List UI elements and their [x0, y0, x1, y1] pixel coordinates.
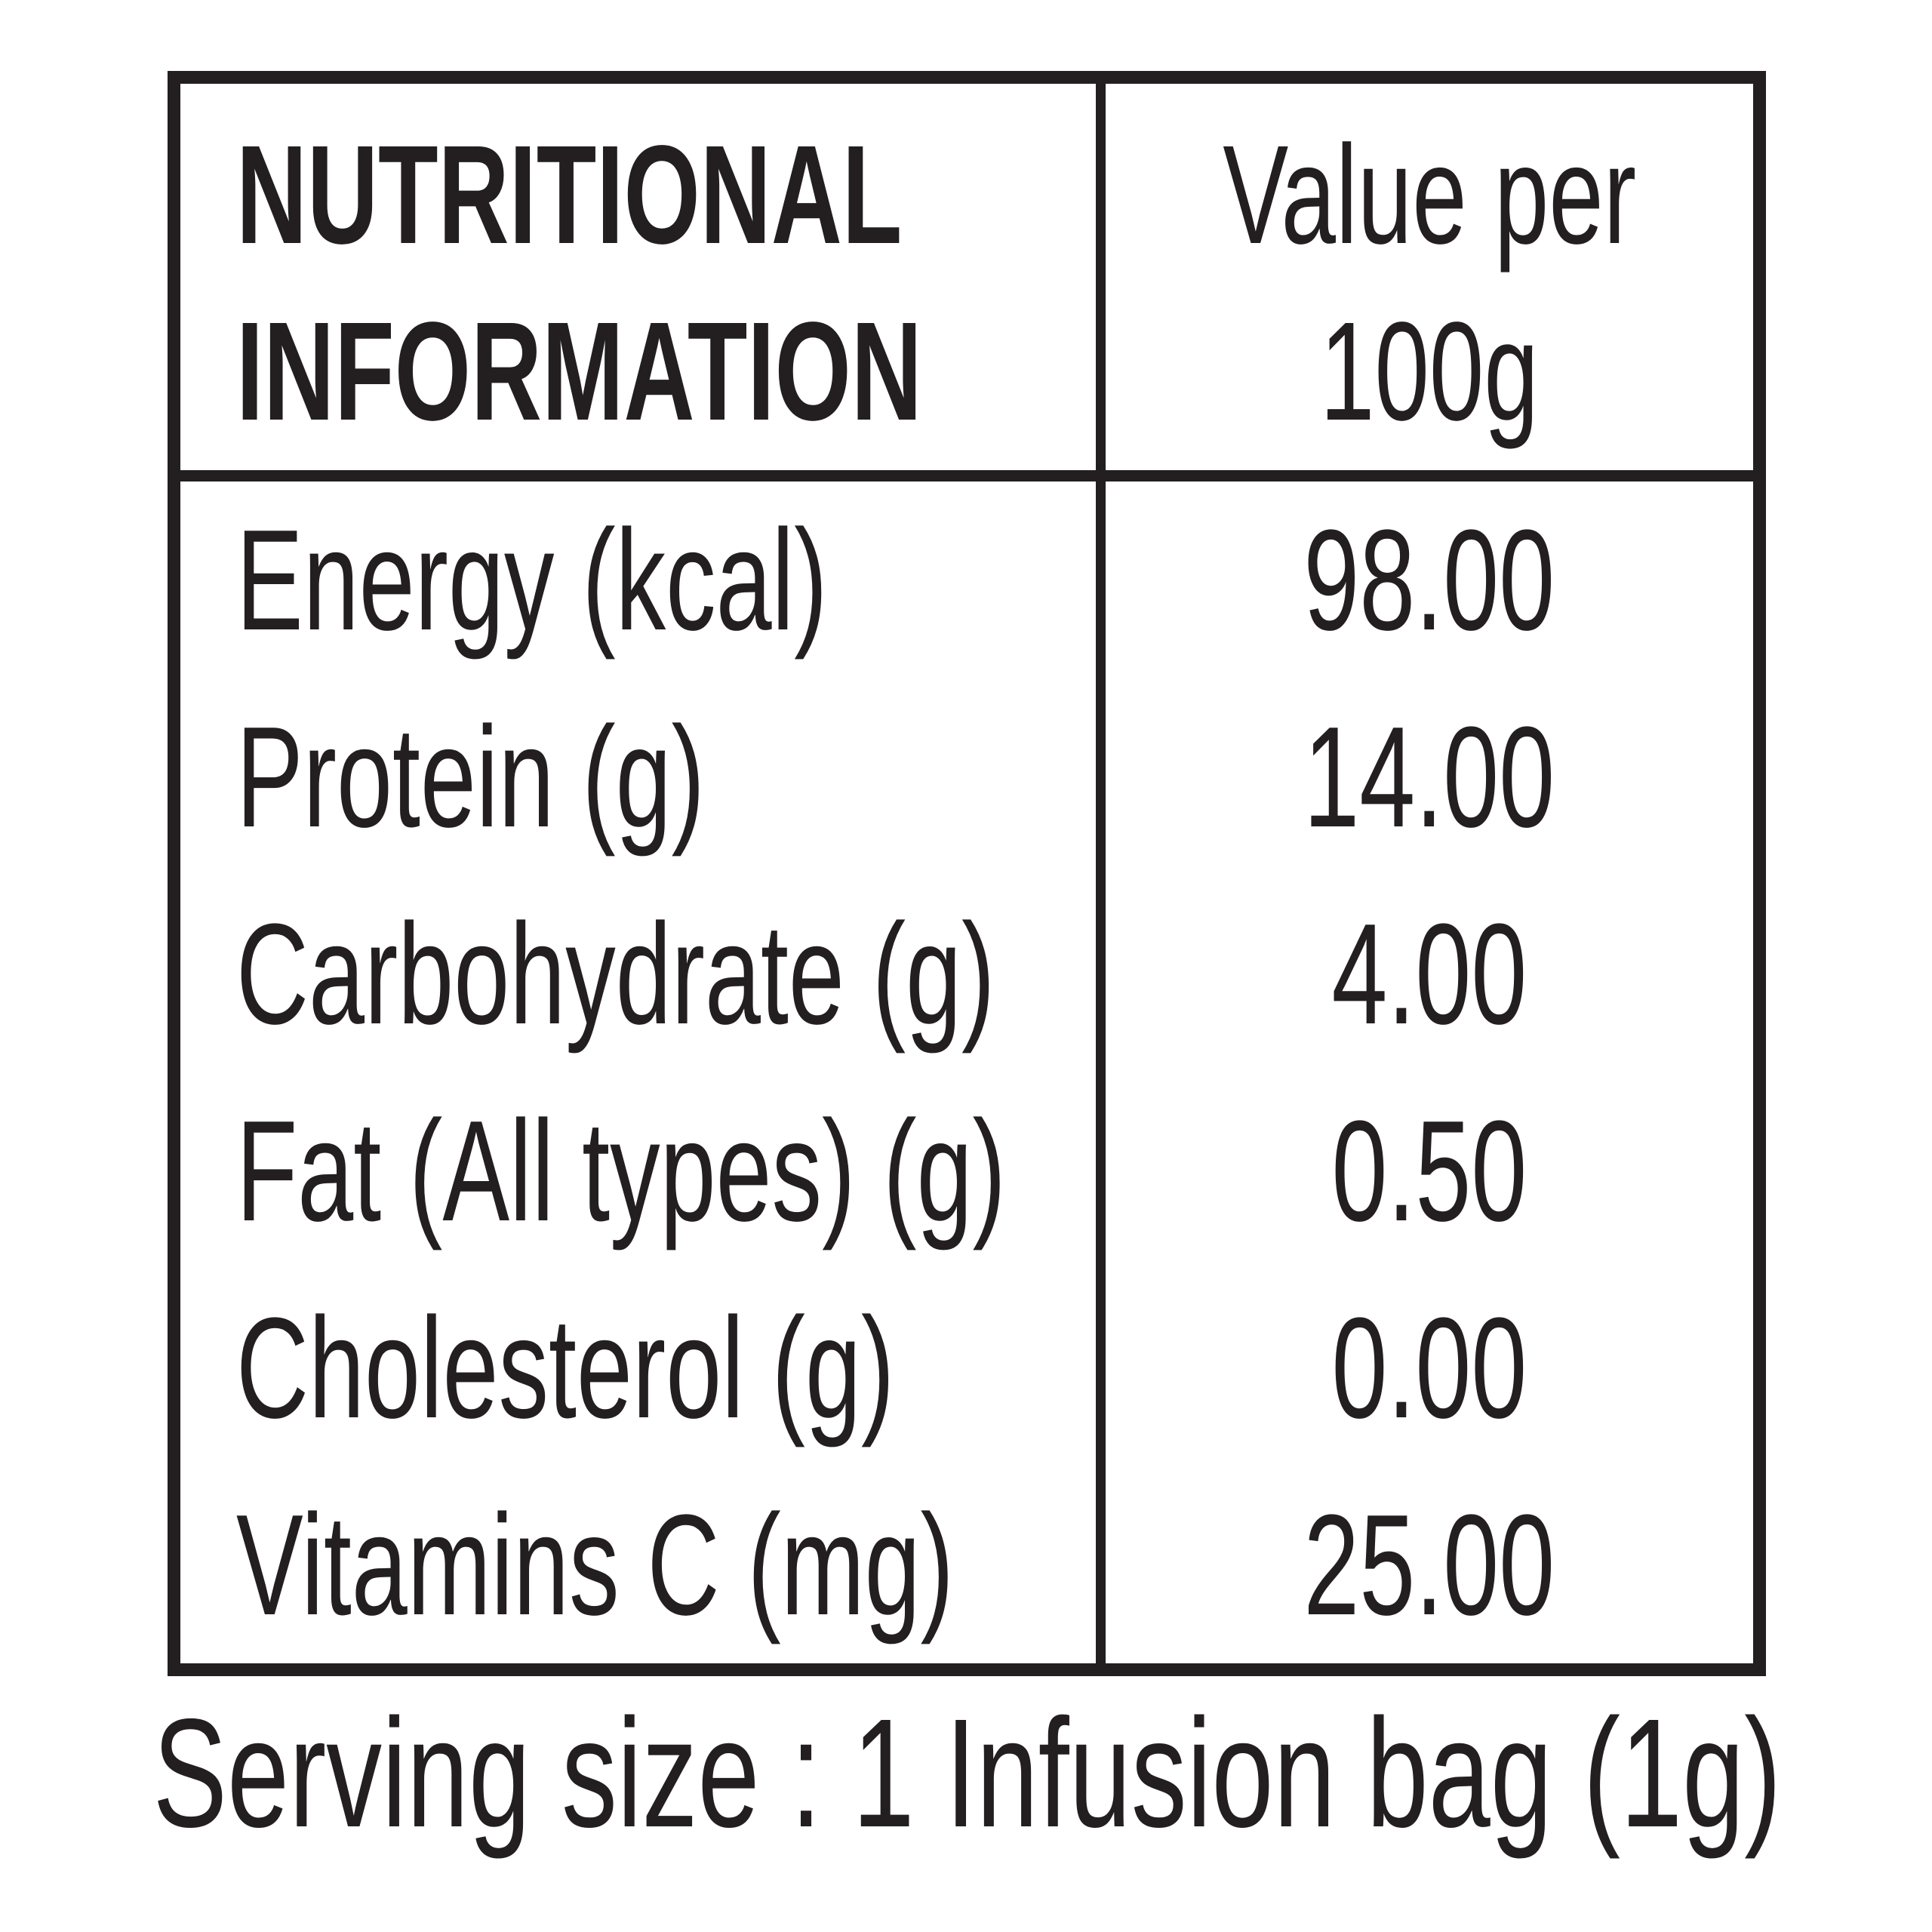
nutrient-value-fat: 0.50	[1331, 1091, 1527, 1251]
nutrient-value-carbohydrate: 4.00	[1331, 894, 1527, 1054]
nutrient-label-cholesterol: Cholesterol (g)	[236, 1287, 895, 1448]
header-divider-line	[180, 470, 1753, 481]
nutrient-value-protein: 14.00	[1303, 697, 1555, 857]
nutrient-label-vitamin-c: Vitamins C (mg)	[236, 1484, 954, 1645]
per-100g-label: 100g	[1320, 294, 1539, 450]
nutrient-value-energy: 98.00	[1303, 500, 1555, 660]
nutrient-value-cholesterol: 0.00	[1331, 1287, 1527, 1448]
nutrient-label-energy: Energy (kcal)	[236, 500, 828, 660]
serving-size-note: Serving size : 1 Infusion bag (1g)	[152, 1687, 1781, 1860]
nutrient-label-fat: Fat (All types) (g)	[236, 1091, 1006, 1251]
table-header-right: Value per 100g	[1106, 84, 1753, 470]
nutrient-label-protein: Protein (g)	[236, 697, 705, 857]
header-title-line-1: NUTRITIONAL	[236, 117, 903, 273]
column-divider-line	[1096, 84, 1106, 1663]
nutrient-label-carbohydrate: Carbohydrate (g)	[236, 894, 995, 1054]
value-per-label: Value per	[1223, 117, 1636, 273]
nutrient-value-vitamin-c: 25.00	[1303, 1484, 1555, 1645]
nutrition-table: NUTRITIONAL INFORMATION Value per 100g E…	[168, 71, 1766, 1676]
header-title-line-2: INFORMATION	[236, 294, 922, 450]
table-header-left: NUTRITIONAL INFORMATION	[180, 84, 1096, 470]
